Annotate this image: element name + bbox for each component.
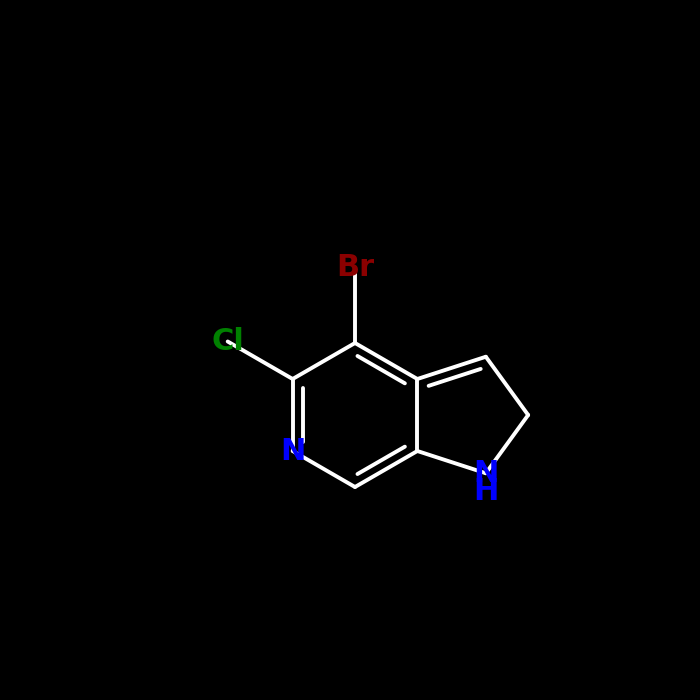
Text: Br: Br [336,253,374,283]
Text: H: H [473,477,498,505]
Text: N: N [473,458,498,488]
Text: N: N [280,437,305,466]
Text: Cl: Cl [211,327,244,356]
